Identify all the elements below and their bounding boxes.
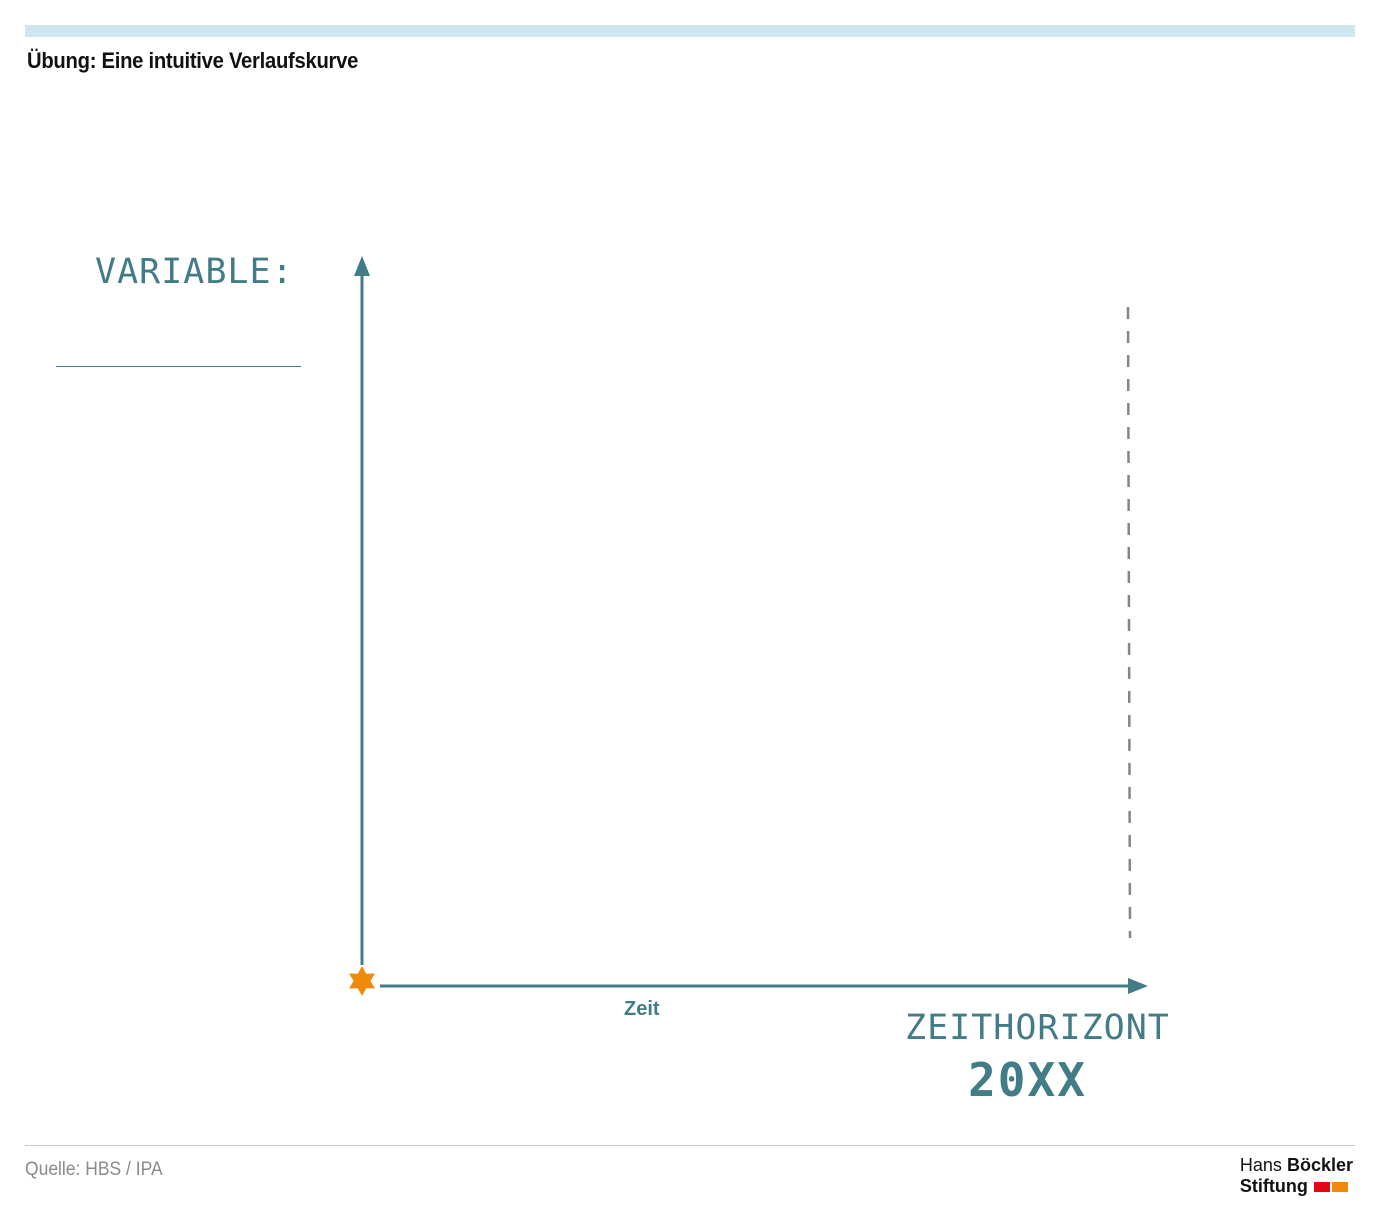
start-star-icon xyxy=(349,966,375,996)
source-note: Quelle: HBS / IPA xyxy=(25,1159,163,1180)
hans-boeckler-logo: Hans Böckler Stiftung xyxy=(1240,1155,1353,1197)
x-axis-arrowhead-icon xyxy=(1128,978,1148,994)
page-title: Übung: Eine intuitive Verlaufskurve xyxy=(27,48,359,73)
logo-line-1: Hans Böckler xyxy=(1240,1155,1353,1176)
footer-divider xyxy=(25,1145,1355,1146)
logo-mark-icon xyxy=(1313,1181,1348,1192)
horizon-year: 20XX xyxy=(968,1053,1087,1107)
horizon-label: ZEITHORIZONT 20XX xyxy=(905,1006,1170,1108)
horizon-title: ZEITHORIZONT xyxy=(905,1008,1170,1048)
logo-word-boeckler: Böckler xyxy=(1286,1155,1353,1175)
logo-mark-orange xyxy=(1331,1181,1348,1192)
horizon-dashed-line xyxy=(1126,306,1132,939)
logo-mark-red xyxy=(1313,1181,1330,1192)
logo-line-2: Stiftung xyxy=(1240,1176,1353,1197)
x-axis-caption: Zeit xyxy=(624,998,660,1020)
top-accent-bar xyxy=(25,25,1355,37)
y-axis-arrowhead-icon xyxy=(354,256,370,276)
logo-word-stiftung: Stiftung xyxy=(1239,1176,1308,1196)
variable-label: VARIABLE: xyxy=(95,252,294,292)
logo-word-hans: Hans xyxy=(1239,1155,1282,1175)
variable-write-in-line xyxy=(56,366,301,367)
